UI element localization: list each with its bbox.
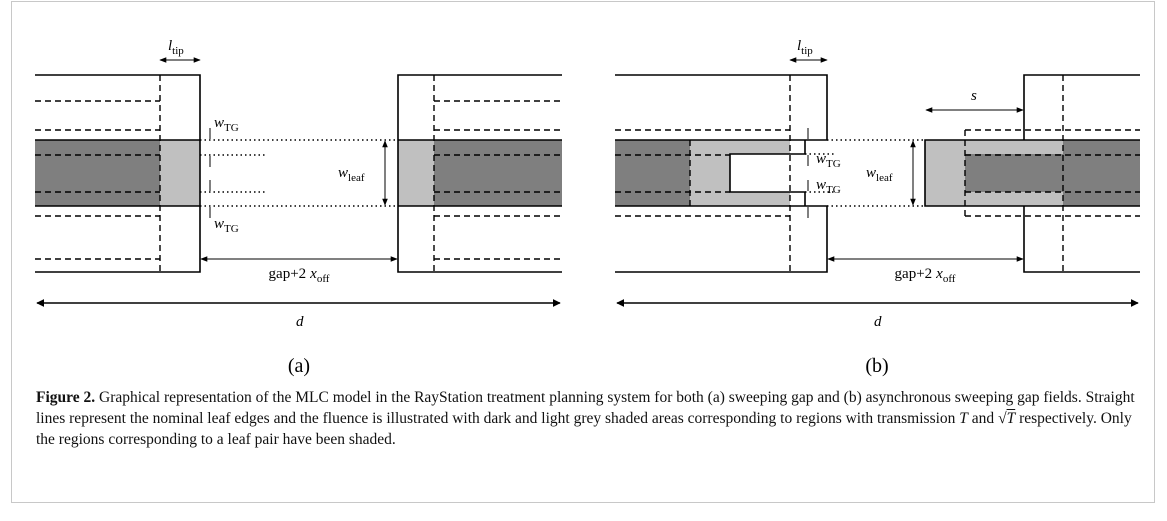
label-var: w (816, 177, 826, 193)
right-leaf-bank (924, 74, 1140, 273)
label-sub: leaf (348, 172, 365, 184)
dark-region (35, 140, 160, 206)
panel-tag: (a) (288, 355, 310, 377)
panel-b: ltip s wTG wTG wleaf gap+2 xoff d (b) (615, 38, 1140, 377)
caption: Figure 2. Graphical representation of th… (36, 387, 1136, 450)
panel-tag: (b) (865, 355, 888, 377)
label-var: w (866, 165, 876, 181)
caption-text: Graphical representation of the MLC mode… (36, 389, 1135, 427)
label: gap+2 xoff (269, 266, 330, 285)
caption-symbol: T (959, 410, 968, 427)
label-var: l (168, 38, 172, 54)
left-leaf-dashed (615, 75, 791, 272)
caption-label: Figure 2. (36, 389, 96, 406)
label: wleaf (866, 165, 893, 184)
label-var: x (935, 266, 943, 282)
label: s (971, 88, 977, 104)
label-sub: tip (172, 45, 184, 57)
caption-text: and (967, 410, 999, 427)
label-sub: off (317, 273, 330, 285)
label: d (296, 314, 304, 330)
caption-text: respectively. Only the regions correspon… (36, 410, 1132, 448)
label-var: w (214, 216, 224, 232)
panel-a: ltip wTG wTG wleaf gap+2 xoff d (a) (35, 38, 562, 377)
right-leaf-dashed (433, 75, 562, 272)
label-sub: TG (224, 122, 239, 134)
sqrt-sign: √ (998, 410, 1007, 427)
right-leaf-dashed (964, 75, 1140, 272)
left-leaf-dashed (35, 75, 161, 272)
label-sub: TG (826, 158, 841, 170)
label-sub: off (943, 273, 956, 285)
label-var: l (797, 38, 801, 54)
light-region (690, 140, 730, 206)
label-var: w (816, 151, 826, 167)
label: wTG (816, 177, 841, 196)
dotted-guides (200, 139, 398, 207)
light-region (730, 140, 790, 154)
label: wTG (816, 151, 841, 170)
light-region (730, 192, 790, 206)
dark-region (434, 140, 562, 206)
label: wTG (214, 115, 239, 134)
label: ltip (797, 38, 813, 57)
dark-region (1063, 140, 1140, 206)
dotted-guides (805, 139, 925, 207)
label-var: x (309, 266, 317, 282)
label: wTG (214, 216, 239, 235)
light-region (160, 140, 200, 206)
label-sub: tip (801, 45, 813, 57)
label-sub: TG (826, 184, 841, 196)
left-leaf-bank (35, 74, 201, 273)
caption-symbol: T (1006, 410, 1016, 427)
dark-region (965, 154, 1063, 192)
label: d (874, 314, 882, 330)
label-pre: gap+2 (895, 266, 933, 282)
label-pre: gap+2 (269, 266, 307, 282)
figure-frame (11, 1, 1155, 503)
right-leaf-bank (397, 74, 562, 273)
label-var: w (214, 115, 224, 131)
left-leaf-bank (615, 74, 828, 273)
label: gap+2 xoff (895, 266, 956, 285)
label-sub: TG (224, 223, 239, 235)
label: wleaf (338, 165, 365, 184)
label-var: w (338, 165, 348, 181)
light-region (398, 140, 434, 206)
dark-region (615, 140, 690, 206)
label: ltip (168, 38, 184, 57)
label-sub: leaf (876, 172, 893, 184)
